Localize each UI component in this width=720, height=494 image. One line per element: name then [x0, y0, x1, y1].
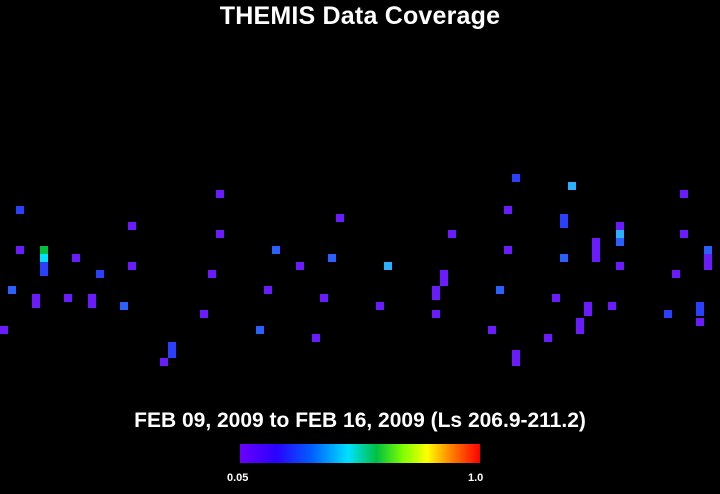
- coverage-swath: [168, 342, 176, 358]
- coverage-swath: [88, 294, 96, 308]
- colorbar: [240, 444, 480, 463]
- coverage-swath: [704, 246, 712, 254]
- coverage-swath: [432, 310, 440, 318]
- coverage-swath: [592, 238, 600, 262]
- coverage-swath: [216, 230, 224, 238]
- coverage-swath: [40, 254, 48, 262]
- coverage-swath: [272, 246, 280, 254]
- coverage-swath: [696, 302, 704, 316]
- coverage-swath: [488, 326, 496, 334]
- coverage-swath: [560, 214, 568, 228]
- coverage-swath: [328, 254, 336, 262]
- coverage-swath: [616, 222, 624, 230]
- coverage-swath: [552, 294, 560, 302]
- coverage-swath: [0, 326, 8, 334]
- coverage-swath: [568, 182, 576, 190]
- coverage-swath: [40, 246, 48, 254]
- coverage-swath: [448, 230, 456, 238]
- coverage-swath: [336, 214, 344, 222]
- coverage-swath: [296, 262, 304, 270]
- coverage-swath: [40, 262, 48, 276]
- colorbar-max-label: 1.0: [468, 472, 484, 484]
- coverage-swath: [680, 190, 688, 198]
- coverage-swath: [560, 254, 568, 262]
- coverage-swath: [512, 350, 520, 366]
- coverage-swath: [696, 318, 704, 326]
- coverage-swath: [264, 286, 272, 294]
- coverage-swath: [496, 286, 504, 294]
- colorbar-min-label: 0.05: [227, 472, 249, 484]
- coverage-swath: [208, 270, 216, 278]
- page-title: THEMIS Data Coverage: [219, 2, 501, 30]
- coverage-swath: [384, 262, 392, 270]
- coverage-swath: [216, 190, 224, 198]
- coverage-swath: [432, 286, 440, 300]
- coverage-swath: [664, 310, 672, 318]
- coverage-swath: [256, 326, 264, 334]
- coverage-swath: [376, 302, 384, 310]
- coverage-swath: [504, 246, 512, 254]
- coverage-swath: [128, 262, 136, 270]
- coverage-swath: [312, 334, 320, 342]
- coverage-swath: [16, 246, 24, 254]
- coverage-swath: [72, 254, 80, 262]
- coverage-swath: [64, 294, 72, 302]
- coverage-swath: [584, 302, 592, 316]
- coverage-swath: [704, 254, 712, 270]
- coverage-swath: [8, 286, 16, 294]
- coverage-swath: [200, 310, 208, 318]
- coverage-swath: [160, 358, 168, 366]
- coverage-swath: [440, 270, 448, 286]
- coverage-swath: [16, 206, 24, 214]
- coverage-swath: [512, 174, 520, 182]
- coverage-swath: [96, 270, 104, 278]
- coverage-swath: [32, 294, 40, 308]
- coverage-swath: [320, 294, 328, 302]
- coverage-swath: [504, 206, 512, 214]
- coverage-swath: [672, 270, 680, 278]
- coverage-swath: [120, 302, 128, 310]
- coverage-swath: [128, 222, 136, 230]
- coverage-swath: [544, 334, 552, 342]
- coverage-swath: [616, 262, 624, 270]
- coverage-swath: [576, 318, 584, 334]
- date-range-label: FEB 09, 2009 to FEB 16, 2009 (Ls 206.9-2…: [134, 409, 586, 432]
- coverage-swath: [680, 230, 688, 238]
- coverage-swath: [616, 230, 624, 238]
- coverage-swath: [616, 238, 624, 246]
- coverage-swath: [608, 302, 616, 310]
